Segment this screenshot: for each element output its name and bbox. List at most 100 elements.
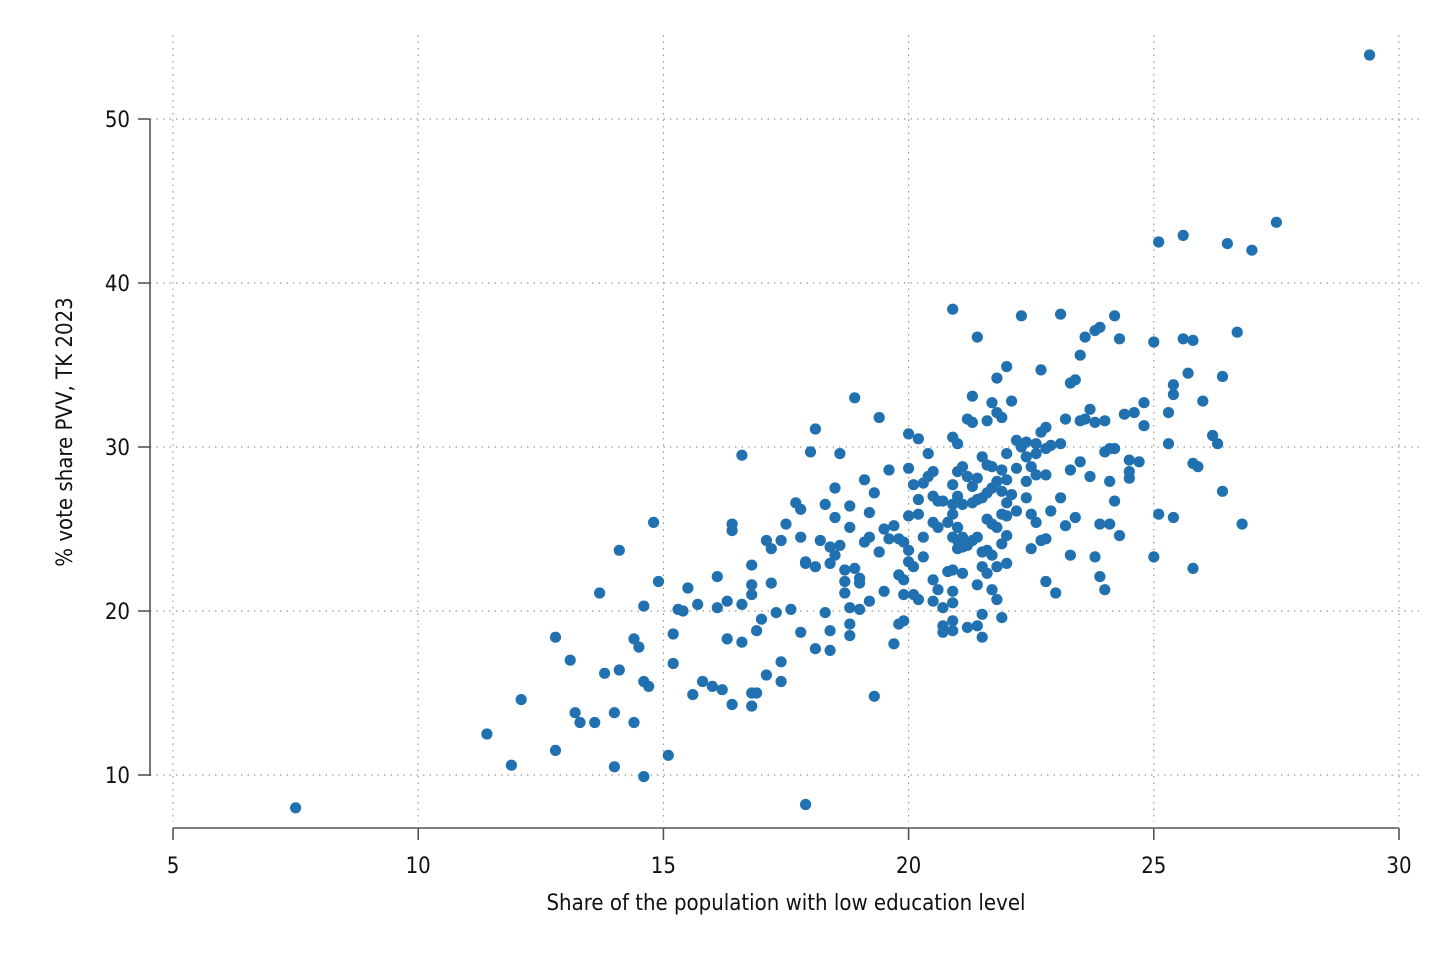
data-point <box>849 392 861 404</box>
data-point <box>1177 333 1189 345</box>
data-point <box>947 479 959 491</box>
data-point <box>956 531 969 543</box>
data-point <box>947 585 959 597</box>
x-tick-label: 5 <box>167 854 180 879</box>
data-point <box>996 411 1008 424</box>
data-point <box>1364 49 1376 61</box>
data-point <box>996 538 1008 550</box>
data-point <box>932 584 944 596</box>
data-point <box>1246 244 1258 256</box>
data-point <box>760 669 773 681</box>
data-point <box>1192 461 1204 473</box>
data-point <box>1055 492 1067 504</box>
data-point <box>481 728 493 740</box>
data-point <box>1045 439 1057 451</box>
data-point <box>775 534 787 547</box>
data-point <box>564 654 576 666</box>
data-point <box>952 521 964 534</box>
data-point <box>760 534 773 547</box>
data-point <box>819 498 831 510</box>
data-point <box>839 564 851 576</box>
data-point <box>1089 416 1101 428</box>
data-point <box>1035 364 1047 376</box>
data-point <box>795 626 807 638</box>
tick-marks <box>138 118 1400 840</box>
data-point <box>765 543 777 555</box>
data-point <box>961 470 974 483</box>
data-point <box>961 621 974 634</box>
data-point <box>888 638 900 650</box>
data-point <box>682 582 694 594</box>
data-point <box>687 689 699 701</box>
data-point <box>1069 511 1081 524</box>
data-point <box>824 625 836 637</box>
data-point <box>721 633 733 645</box>
data-point <box>751 687 763 699</box>
y-tick-label: 20 <box>105 600 130 625</box>
data-point <box>1231 326 1243 338</box>
data-point <box>633 641 645 653</box>
data-point <box>775 656 787 668</box>
data-point <box>1089 551 1101 563</box>
data-point <box>1133 456 1145 468</box>
data-point <box>952 438 964 450</box>
data-point <box>903 544 915 556</box>
data-point <box>927 466 939 478</box>
data-point <box>873 411 885 424</box>
data-point <box>1113 333 1126 345</box>
data-point <box>804 446 817 458</box>
data-point <box>947 564 959 576</box>
data-point <box>1207 429 1219 442</box>
data-point <box>746 700 758 712</box>
data-point <box>937 602 949 614</box>
data-point <box>711 571 723 583</box>
data-point <box>1212 438 1224 450</box>
data-point <box>1109 443 1121 455</box>
data-point <box>903 510 915 522</box>
data-point <box>1187 562 1199 575</box>
data-point <box>834 448 846 460</box>
data-point <box>809 643 822 655</box>
data-point <box>971 531 983 543</box>
data-point <box>952 490 964 502</box>
data-point <box>1001 448 1013 460</box>
data-point <box>829 482 841 494</box>
data-point <box>824 644 836 657</box>
data-point <box>599 667 611 679</box>
data-point <box>1006 489 1018 501</box>
data-point <box>1099 584 1111 596</box>
data-point <box>971 472 983 484</box>
data-point <box>608 761 621 773</box>
grid-lines <box>150 35 1420 822</box>
data-point <box>849 562 861 575</box>
data-point <box>638 771 650 783</box>
data-point <box>898 615 910 627</box>
data-point <box>711 602 723 614</box>
data-point <box>976 631 988 643</box>
data-point <box>770 607 782 619</box>
data-point <box>1059 413 1072 425</box>
data-point <box>1040 421 1052 433</box>
data-point <box>1079 413 1091 425</box>
data-point <box>1094 518 1106 530</box>
data-point <box>1153 508 1165 520</box>
x-tick-label: 25 <box>1141 854 1166 879</box>
data-point <box>991 475 1003 487</box>
data-point <box>290 802 302 814</box>
data-point <box>1162 407 1175 419</box>
data-point <box>927 595 939 607</box>
axes <box>149 119 1399 829</box>
y-tick-label: 40 <box>105 272 130 297</box>
x-tick-label: 20 <box>896 854 921 879</box>
data-point <box>947 615 959 627</box>
data-point <box>677 605 689 617</box>
data-point <box>903 462 915 474</box>
x-tick-label: 15 <box>651 854 676 879</box>
data-point <box>1020 451 1032 463</box>
data-point <box>1025 543 1037 555</box>
data-point <box>775 675 787 688</box>
data-point <box>971 579 983 591</box>
data-point <box>942 516 954 529</box>
data-point <box>795 531 807 543</box>
data-point <box>746 589 758 601</box>
